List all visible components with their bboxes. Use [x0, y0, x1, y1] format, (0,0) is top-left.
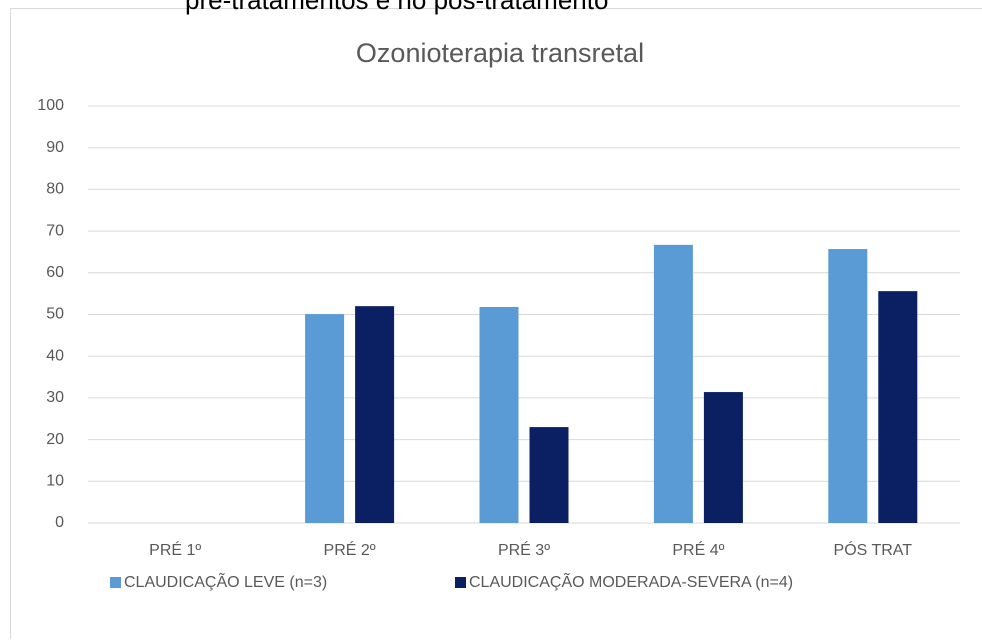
legend-label: CLAUDICAÇÃO MODERADA-SEVERA (n=4)	[469, 571, 793, 591]
x-tick-label: PÓS TRAT	[834, 540, 913, 559]
legend-swatch	[455, 577, 466, 588]
y-tick-label: 60	[46, 264, 64, 281]
y-tick-label: 90	[46, 139, 64, 156]
y-tick-label: 10	[46, 473, 64, 490]
bar	[355, 306, 394, 523]
bar	[654, 245, 693, 523]
bar	[480, 307, 519, 523]
y-tick-label: 0	[55, 514, 64, 531]
bar	[305, 314, 344, 523]
x-tick-label: PRÉ 2º	[324, 540, 376, 559]
x-tick-label: PRÉ 1º	[149, 540, 201, 559]
y-tick-label: 70	[46, 222, 64, 239]
y-tick-label: 30	[46, 389, 64, 406]
bar	[878, 291, 917, 523]
clipped-heading: pré-tratamentos e no pós-tratamento	[185, 0, 608, 15]
bar	[704, 392, 743, 523]
y-tick-label: 50	[46, 306, 64, 323]
y-tick-label: 80	[46, 181, 64, 198]
legend-label: CLAUDICAÇÃO LEVE (n=3)	[124, 571, 327, 591]
y-tick-label: 40	[46, 347, 64, 364]
legend-swatch	[110, 577, 121, 588]
bar	[530, 427, 569, 523]
y-tick-label: 100	[37, 97, 64, 114]
chart-title: Ozonioterapia transretal	[356, 38, 644, 68]
y-tick-label: 20	[46, 431, 64, 448]
x-tick-label: PRÉ 3º	[498, 540, 550, 559]
x-tick-label: PRÉ 4º	[672, 540, 724, 559]
bar	[828, 249, 867, 523]
